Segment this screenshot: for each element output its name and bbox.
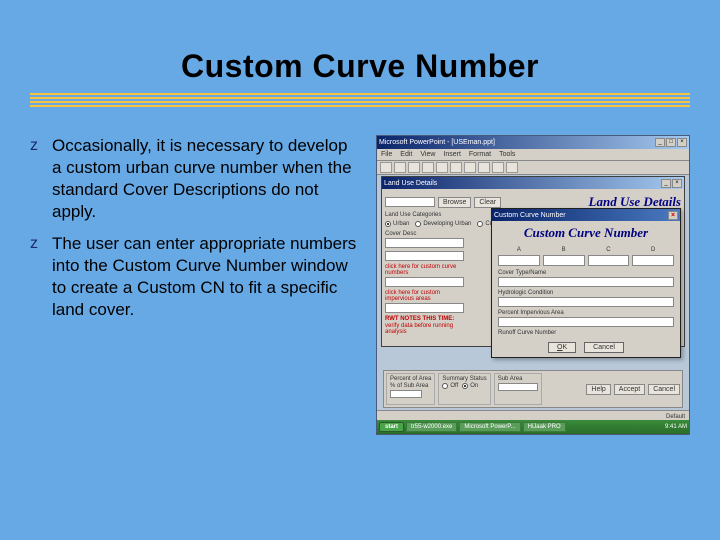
radio-urban[interactable]: Urban [385, 221, 409, 227]
cover-type-label: Cover Type/Name [498, 270, 674, 276]
bottom-options-panel: Percent of Area % of Sub Area Summary St… [383, 370, 683, 408]
toolbar-button[interactable] [408, 162, 420, 173]
radio-on[interactable]: On [462, 383, 478, 389]
taskbar: start tr55-w2000.exe Microsoft PowerP...… [377, 420, 689, 434]
lud-left-panel: Cover Desc click here for custom curve n… [385, 231, 467, 339]
toolbar [377, 161, 689, 175]
bullet-marker: z [30, 135, 52, 157]
bullet-text: Occasionally, it is necessary to develop… [52, 135, 360, 223]
toolbar-button[interactable] [422, 162, 434, 173]
slide-title: Custom Curve Number [0, 0, 720, 93]
title-underline [30, 93, 690, 107]
menu-item[interactable]: Format [469, 151, 491, 158]
cn-input-c[interactable] [588, 255, 630, 266]
menu-item[interactable]: Edit [400, 151, 412, 158]
help-button[interactable]: Help [586, 384, 610, 395]
taskbar-item[interactable]: HiJaak PRO [523, 422, 566, 432]
bullet-list: z Occasionally, it is necessary to devel… [30, 135, 360, 435]
cn-input-row [498, 255, 674, 266]
hydro-cond-label: Hydrologic Condition [498, 290, 674, 296]
minimize-button[interactable]: _ [661, 179, 671, 188]
cancel-button[interactable]: Cancel [584, 342, 624, 353]
imperv-area-label: Percent Impervious Area [498, 310, 674, 316]
summary-status-group: Summary Status Off On [438, 373, 490, 405]
cover-desc-label: Cover Desc [385, 231, 464, 237]
lud-title: Land Use Details [384, 180, 437, 187]
toolbar-button[interactable] [506, 162, 518, 173]
taskbar-item[interactable]: tr55-w2000.exe [406, 422, 457, 432]
soil-group-d: D [632, 247, 674, 253]
hydro-cond-input[interactable] [498, 297, 674, 307]
embedded-screenshot: Microsoft PowerPoint - [USEman.ppt] _ □ … [376, 135, 690, 435]
custom-imperv-hint[interactable]: click here for custom impervious areas [385, 290, 464, 302]
bullet-marker: z [30, 233, 52, 255]
percent-input[interactable] [390, 390, 422, 398]
taskbar-item[interactable]: Microsoft PowerP... [459, 422, 520, 432]
menu-bar: File Edit View Insert Format Tools [377, 149, 689, 161]
soil-group-header: A B C D [498, 247, 674, 253]
start-button[interactable]: start [379, 422, 404, 432]
group-title: Sub Area [498, 376, 538, 382]
imperv-area-input[interactable] [498, 317, 674, 327]
accept-button[interactable]: Accept [614, 384, 645, 395]
toolbar-button[interactable] [450, 162, 462, 173]
dropdown-input[interactable] [385, 251, 464, 261]
ccn-titlebar: Custom Curve Number × [492, 209, 680, 221]
curve-input[interactable] [385, 277, 464, 287]
sub-area-group: Sub Area [494, 373, 542, 405]
toolbar-button[interactable] [464, 162, 476, 173]
menu-item[interactable]: View [420, 151, 435, 158]
toolbar-button[interactable] [436, 162, 448, 173]
cn-input-b[interactable] [543, 255, 585, 266]
ccn-title: Custom Curve Number [494, 212, 566, 219]
list-item: z Occasionally, it is necessary to devel… [30, 135, 360, 223]
powerpoint-titlebar: Microsoft PowerPoint - [USEman.ppt] _ □ … [377, 136, 689, 149]
radio-off[interactable]: Off [442, 383, 458, 389]
toolbar-button[interactable] [394, 162, 406, 173]
warn-text: verify data before running analysis [385, 323, 464, 335]
close-button[interactable]: × [668, 211, 678, 220]
lud-titlebar: Land Use Details _ × [382, 177, 684, 189]
cn-input-d[interactable] [632, 255, 674, 266]
clear-button[interactable]: Clear [474, 197, 501, 208]
status-text: Default [666, 414, 685, 420]
close-button[interactable]: × [677, 138, 687, 147]
cn-input-a[interactable] [498, 255, 540, 266]
maximize-button[interactable]: □ [666, 138, 676, 147]
soil-group-b: B [543, 247, 585, 253]
runoff-curve-label: Runoff Curve Number [498, 330, 674, 336]
browse-button[interactable]: Browse [438, 197, 471, 208]
subarea-input[interactable] [498, 383, 538, 391]
window-title: Microsoft PowerPoint - [USEman.ppt] [379, 139, 495, 146]
system-tray: 9:41 AM [665, 424, 687, 430]
close-button[interactable]: × [672, 179, 682, 188]
toolbar-button[interactable] [492, 162, 504, 173]
toolbar-button[interactable] [478, 162, 490, 173]
imperv-input[interactable] [385, 303, 464, 313]
group-title: Percent of Area [390, 376, 431, 382]
group-field-label: % of Sub Area [390, 383, 431, 389]
cover-type-input[interactable] [498, 277, 674, 287]
cancel-button[interactable]: Cancel [648, 384, 680, 395]
toolbar-button[interactable] [380, 162, 392, 173]
ok-button[interactable]: OK [548, 342, 576, 353]
percent-area-group: Percent of Area % of Sub Area [386, 373, 435, 405]
lud-path-input[interactable] [385, 197, 435, 207]
group-title: Summary Status [442, 376, 486, 382]
soil-group-c: C [588, 247, 630, 253]
soil-group-a: A [498, 247, 540, 253]
radio-developing[interactable]: Developing Urban [415, 221, 471, 227]
list-item: z The user can enter appropriate numbers… [30, 233, 360, 321]
tray-time: 9:41 AM [665, 424, 687, 430]
minimize-button[interactable]: _ [655, 138, 665, 147]
bullet-text: The user can enter appropriate numbers i… [52, 233, 360, 321]
menu-item[interactable]: Insert [443, 151, 461, 158]
custom-curve-number-dialog: Custom Curve Number × Custom Curve Numbe… [491, 208, 681, 358]
custom-curve-hint[interactable]: click here for custom curve numbers [385, 264, 464, 276]
menu-item[interactable]: Tools [499, 151, 515, 158]
ccn-heading: Custom Curve Number [498, 225, 674, 241]
cover-desc-input[interactable] [385, 238, 464, 248]
warn-title: RWT NOTES THIS TIME: [385, 316, 464, 322]
menu-item[interactable]: File [381, 151, 392, 158]
